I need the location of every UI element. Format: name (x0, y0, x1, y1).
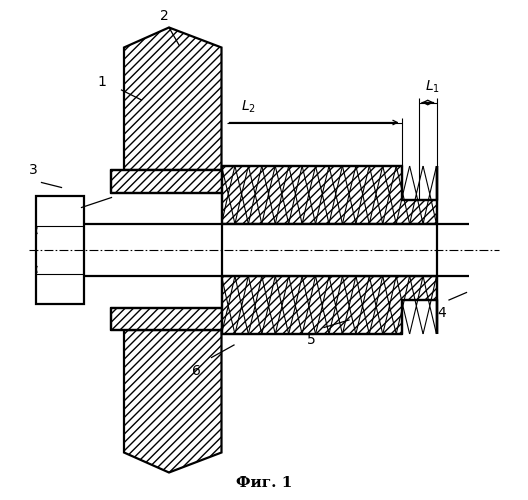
Polygon shape (36, 196, 84, 304)
Text: 3: 3 (29, 164, 37, 177)
Polygon shape (111, 308, 222, 330)
Text: $L_2$: $L_2$ (241, 98, 257, 115)
Text: 6: 6 (60, 212, 69, 226)
Polygon shape (124, 330, 222, 472)
Text: $L_1$: $L_1$ (425, 78, 440, 95)
Text: 5: 5 (307, 334, 316, 347)
Text: 4: 4 (437, 306, 446, 320)
Text: 2: 2 (159, 8, 168, 22)
Text: 6: 6 (192, 364, 201, 378)
Text: 1: 1 (97, 76, 106, 90)
Text: Фиг. 1: Фиг. 1 (236, 476, 292, 490)
Bar (39, 224, 474, 276)
Polygon shape (111, 170, 222, 192)
Polygon shape (222, 166, 437, 224)
Polygon shape (124, 28, 222, 170)
Polygon shape (222, 276, 437, 334)
